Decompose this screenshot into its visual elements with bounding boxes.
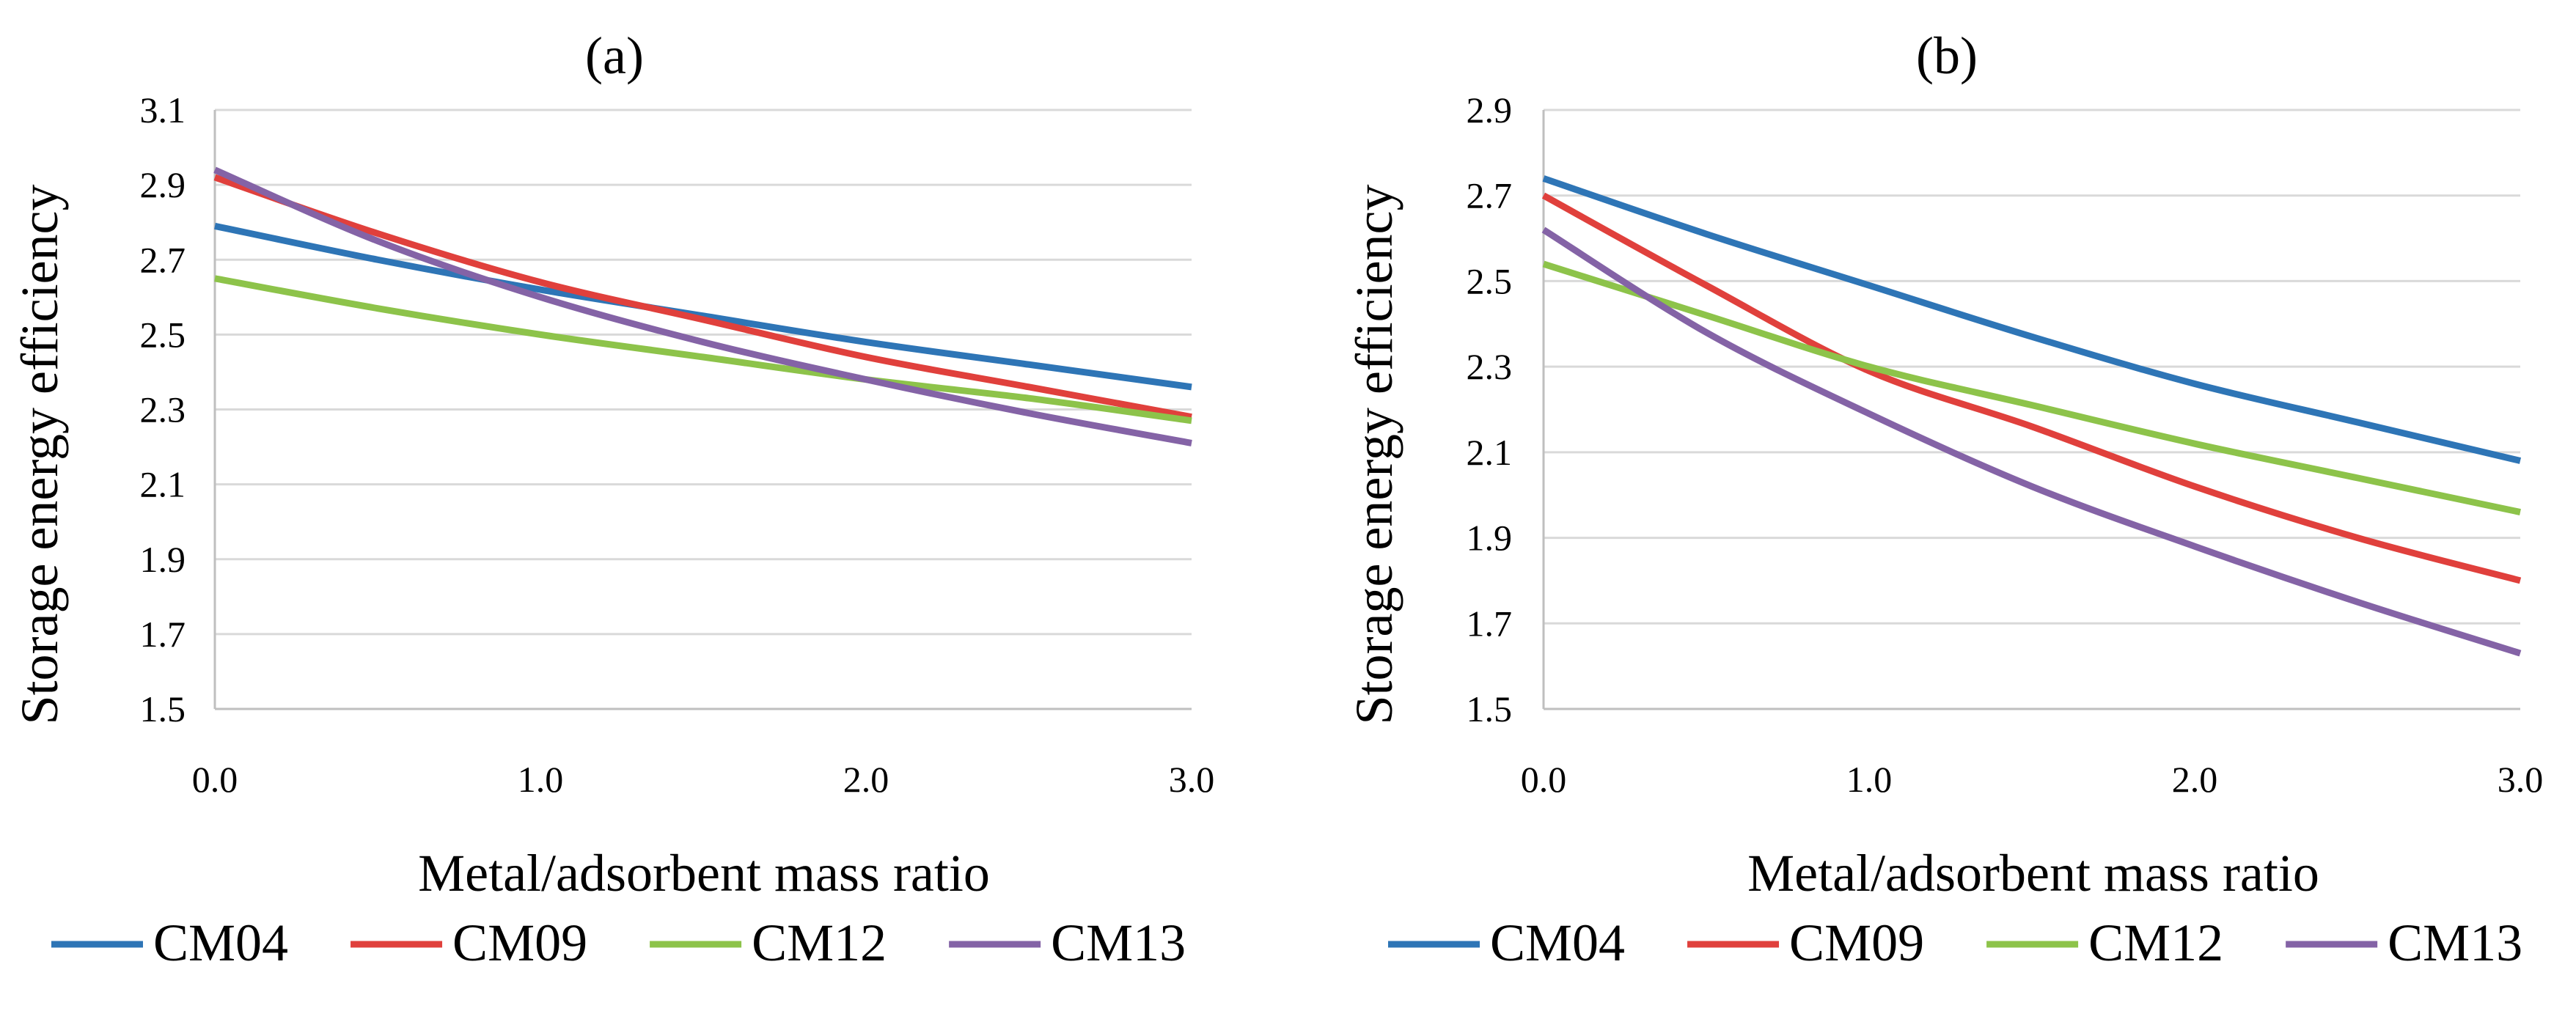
series-line-cm13 xyxy=(1541,227,2522,657)
y-tick-label: 2.3 xyxy=(140,389,186,430)
x-tick-label: 1.0 xyxy=(518,759,564,800)
series-line-cm12 xyxy=(214,275,1192,424)
y-tick-label: 2.9 xyxy=(1467,89,1513,130)
y-tick-label: 2.3 xyxy=(1467,346,1513,387)
series-line-cm09 xyxy=(213,174,1192,421)
y-tick-label: 2.1 xyxy=(1467,432,1513,473)
x-axis-label: Metal/adsorbent mass ratio xyxy=(1747,844,2319,902)
y-tick-label: 2.9 xyxy=(140,164,186,205)
y-tick-label: 1.5 xyxy=(140,688,186,729)
series-line-cm04 xyxy=(1542,175,2522,464)
x-tick-label: 3.0 xyxy=(1169,759,1215,800)
y-tick-label: 1.9 xyxy=(140,539,186,580)
legend-label-cm09: CM09 xyxy=(1789,913,1924,972)
x-tick-label: 0.0 xyxy=(1521,759,1567,800)
legend-label-cm04: CM04 xyxy=(153,913,288,972)
y-tick-label: 2.7 xyxy=(140,239,186,280)
y-tick-label: 1.7 xyxy=(1467,603,1513,644)
legend-label-cm04: CM04 xyxy=(1490,913,1625,972)
y-tick-label: 1.9 xyxy=(1467,518,1513,559)
y-tick-label: 2.1 xyxy=(140,464,186,505)
x-tick-label: 3.0 xyxy=(2498,759,2544,800)
chart-title: (b) xyxy=(1916,26,1978,85)
x-tick-label: 2.0 xyxy=(843,759,889,800)
y-tick-label: 1.5 xyxy=(1467,688,1513,729)
y-tick-label: 2.7 xyxy=(1467,175,1513,216)
legend-label-cm12: CM12 xyxy=(2088,913,2223,972)
y-tick-label: 3.1 xyxy=(140,89,186,130)
x-tick-label: 1.0 xyxy=(1846,759,1893,800)
x-tick-label: 0.0 xyxy=(192,759,238,800)
chart-title: (a) xyxy=(585,26,644,85)
series-line-cm04 xyxy=(214,222,1192,391)
series-line-cm13 xyxy=(213,166,1192,446)
y-axis-label: Storage energy efficiency xyxy=(1345,184,1403,724)
legend-label-cm13: CM13 xyxy=(2388,913,2522,972)
y-tick-label: 1.7 xyxy=(140,614,186,655)
series-line-cm09 xyxy=(1541,192,2522,584)
chart-a: 1.5 1.7 1.9 2.1 2.3 2.5 2.7 2.9 3.1 0.0 1.0 2.0 3.0 (… xyxy=(10,26,1214,972)
y-tick-label: 2.5 xyxy=(1467,260,1513,301)
legend-label-cm12: CM12 xyxy=(752,913,887,972)
legend-label-cm09: CM09 xyxy=(452,913,587,972)
chart-b: 1.5 1.7 1.9 2.1 2.3 2.5 2.7 2.9 0.0 1.0 2.0 3.0 (b) M… xyxy=(1345,26,2543,972)
y-tick-label: 2.5 xyxy=(140,314,186,355)
legend-label-cm13: CM13 xyxy=(1051,913,1186,972)
x-tick-label: 2.0 xyxy=(2172,759,2218,800)
series-line-cm12 xyxy=(1542,260,2521,515)
x-axis-label: Metal/adsorbent mass ratio xyxy=(418,844,990,902)
y-axis-label: Storage energy efficiency xyxy=(10,184,69,724)
